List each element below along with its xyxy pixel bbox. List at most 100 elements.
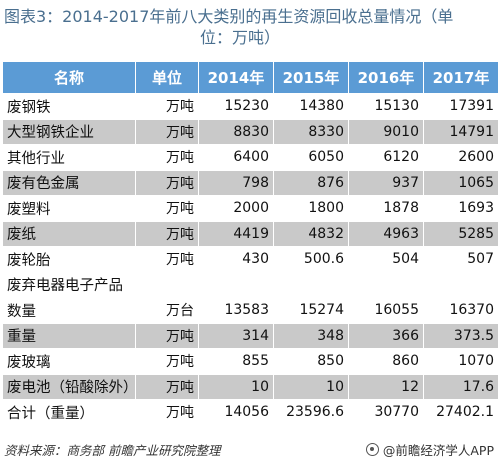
cell-name: 废弃电器电子产品 (2, 271, 136, 298)
cell-unit: 万吨 (135, 373, 199, 400)
cell-unit: 万吨 (135, 195, 199, 222)
cell-2017: 2600 (423, 144, 499, 171)
figure-title: 图表3：2014-2017年前八大类别的再生资源回收总量情况（单 位：万吨） (4, 6, 494, 48)
cell-name: 废电池（铅酸除外） (2, 373, 136, 400)
cell-2014: 4419 (198, 220, 274, 247)
cell-name: 废钢铁 (2, 93, 136, 120)
cell-name: 废玻璃 (2, 348, 136, 375)
cell-2014 (198, 271, 274, 298)
table-row: 大型钢铁企业 万吨 8830 8330 9010 14791 (2, 118, 499, 145)
cell-2017: 27402.1 (423, 399, 499, 426)
cell-2017 (423, 271, 499, 298)
cell-2016: 860 (348, 348, 424, 375)
cell-name: 重量 (2, 322, 136, 349)
header-2014: 2014年 (198, 61, 274, 94)
brand-text: @前瞻经济学人APP (382, 443, 494, 458)
cell-2015: 14380 (273, 93, 349, 120)
cell-2016: 9010 (348, 118, 424, 145)
cell-2015: 850 (273, 348, 349, 375)
cell-2017: 507 (423, 246, 499, 273)
cell-2014: 314 (198, 322, 274, 349)
cell-2017: 17391 (423, 93, 499, 120)
cell-unit: 万吨 (135, 399, 199, 426)
cell-2016: 504 (348, 246, 424, 273)
cell-2014: 14056 (198, 399, 274, 426)
table-header-row: 名称 单位 2014年 2015年 2016年 2017年 (2, 61, 499, 94)
cell-2017: 1065 (423, 169, 499, 196)
cell-unit: 万吨 (135, 246, 199, 273)
source-note: 资料来源：商务部 前瞻产业研究院整理 (4, 443, 221, 458)
cell-2017: 14791 (423, 118, 499, 145)
cell-2017: 16370 (423, 297, 499, 324)
cell-2015: 10 (273, 373, 349, 400)
cell-name: 合计（重量） (2, 399, 136, 426)
cell-2016: 1878 (348, 195, 424, 222)
table-row: 数量 万台 13583 15274 16055 16370 (2, 297, 499, 324)
header-name: 名称 (2, 61, 136, 94)
table-row: 废塑料 万吨 2000 1800 1878 1693 (2, 195, 499, 222)
cell-2015: 348 (273, 322, 349, 349)
cell-2016 (348, 271, 424, 298)
cell-2014: 855 (198, 348, 274, 375)
cell-unit (135, 271, 199, 298)
cell-2016: 30770 (348, 399, 424, 426)
cell-2015: 876 (273, 169, 349, 196)
cell-2016: 6120 (348, 144, 424, 171)
cell-name: 废纸 (2, 220, 136, 247)
table-row: 废钢铁 万吨 15230 14380 15130 17391 (2, 93, 499, 120)
cell-2014: 798 (198, 169, 274, 196)
cell-2014: 6400 (198, 144, 274, 171)
cell-name: 其他行业 (2, 144, 136, 171)
cell-2015 (273, 271, 349, 298)
cell-2016: 16055 (348, 297, 424, 324)
header-2017: 2017年 (423, 61, 499, 94)
brand-credit: @前瞻经济学人APP (365, 440, 494, 459)
cell-unit: 万吨 (135, 118, 199, 145)
cell-name: 数量 (2, 297, 136, 324)
cell-unit: 万台 (135, 297, 199, 324)
header-2016: 2016年 (348, 61, 424, 94)
cell-2017: 1070 (423, 348, 499, 375)
cell-unit: 万吨 (135, 93, 199, 120)
figure-title-line1: 图表3：2014-2017年前八大类别的再生资源回收总量情况（单 (4, 7, 454, 26)
footer: 资料来源：商务部 前瞻产业研究院整理 @前瞻经济学人APP (4, 440, 496, 459)
cell-unit: 万吨 (135, 220, 199, 247)
cell-2016: 15130 (348, 93, 424, 120)
header-unit: 单位 (135, 61, 199, 94)
cell-unit: 万吨 (135, 322, 199, 349)
recycling-table: 名称 单位 2014年 2015年 2016年 2017年 废钢铁 万吨 15230… (2, 61, 499, 426)
cell-unit: 万吨 (135, 169, 199, 196)
cell-2016: 937 (348, 169, 424, 196)
cell-2015: 15274 (273, 297, 349, 324)
table-row: 其他行业 万吨 6400 6050 6120 2600 (2, 144, 499, 171)
table-row: 废纸 万吨 4419 4832 4963 5285 (2, 220, 499, 247)
cell-name: 废有色金属 (2, 169, 136, 196)
cell-2014: 2000 (198, 195, 274, 222)
table-row: 废有色金属 万吨 798 876 937 1065 (2, 169, 499, 196)
cell-2014: 15230 (198, 93, 274, 120)
table-row: 合计（重量） 万吨 14056 23596.6 30770 27402.1 (2, 399, 499, 426)
cell-2015: 23596.6 (273, 399, 349, 426)
cell-2016: 4963 (348, 220, 424, 247)
cell-2015: 8330 (273, 118, 349, 145)
cell-unit: 万吨 (135, 348, 199, 375)
cell-2017: 17.6 (423, 373, 499, 400)
cell-2016: 12 (348, 373, 424, 400)
cell-2015: 1800 (273, 195, 349, 222)
cell-2017: 5285 (423, 220, 499, 247)
figure-title-line2: 位：万吨） (200, 28, 281, 47)
eye-logo-icon (365, 443, 379, 456)
cell-name: 大型钢铁企业 (2, 118, 136, 145)
cell-2014: 430 (198, 246, 274, 273)
cell-name: 废轮胎 (2, 246, 136, 273)
cell-2017: 373.5 (423, 322, 499, 349)
cell-unit: 万吨 (135, 144, 199, 171)
cell-2016: 366 (348, 322, 424, 349)
table-row: 废玻璃 万吨 855 850 860 1070 (2, 348, 499, 375)
cell-2014: 10 (198, 373, 274, 400)
header-2015: 2015年 (273, 61, 349, 94)
cell-2014: 13583 (198, 297, 274, 324)
cell-2017: 1693 (423, 195, 499, 222)
cell-2015: 500.6 (273, 246, 349, 273)
table-row: 废电池（铅酸除外） 万吨 10 10 12 17.6 (2, 373, 499, 400)
